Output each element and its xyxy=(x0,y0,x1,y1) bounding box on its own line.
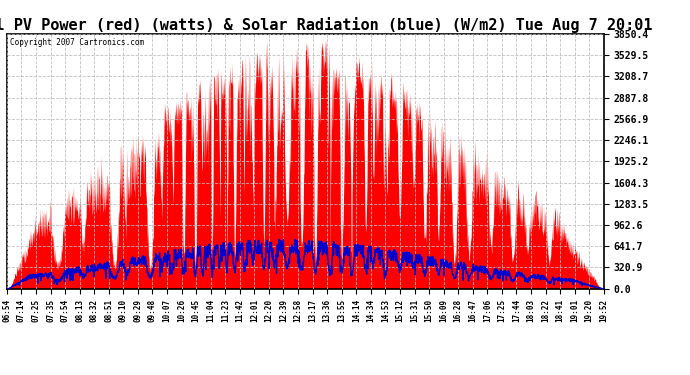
Title: Total PV Power (red) (watts) & Solar Radiation (blue) (W/m2) Tue Aug 7 20:01: Total PV Power (red) (watts) & Solar Rad… xyxy=(0,16,652,33)
Text: Copyright 2007 Cartronics.com: Copyright 2007 Cartronics.com xyxy=(10,38,144,46)
